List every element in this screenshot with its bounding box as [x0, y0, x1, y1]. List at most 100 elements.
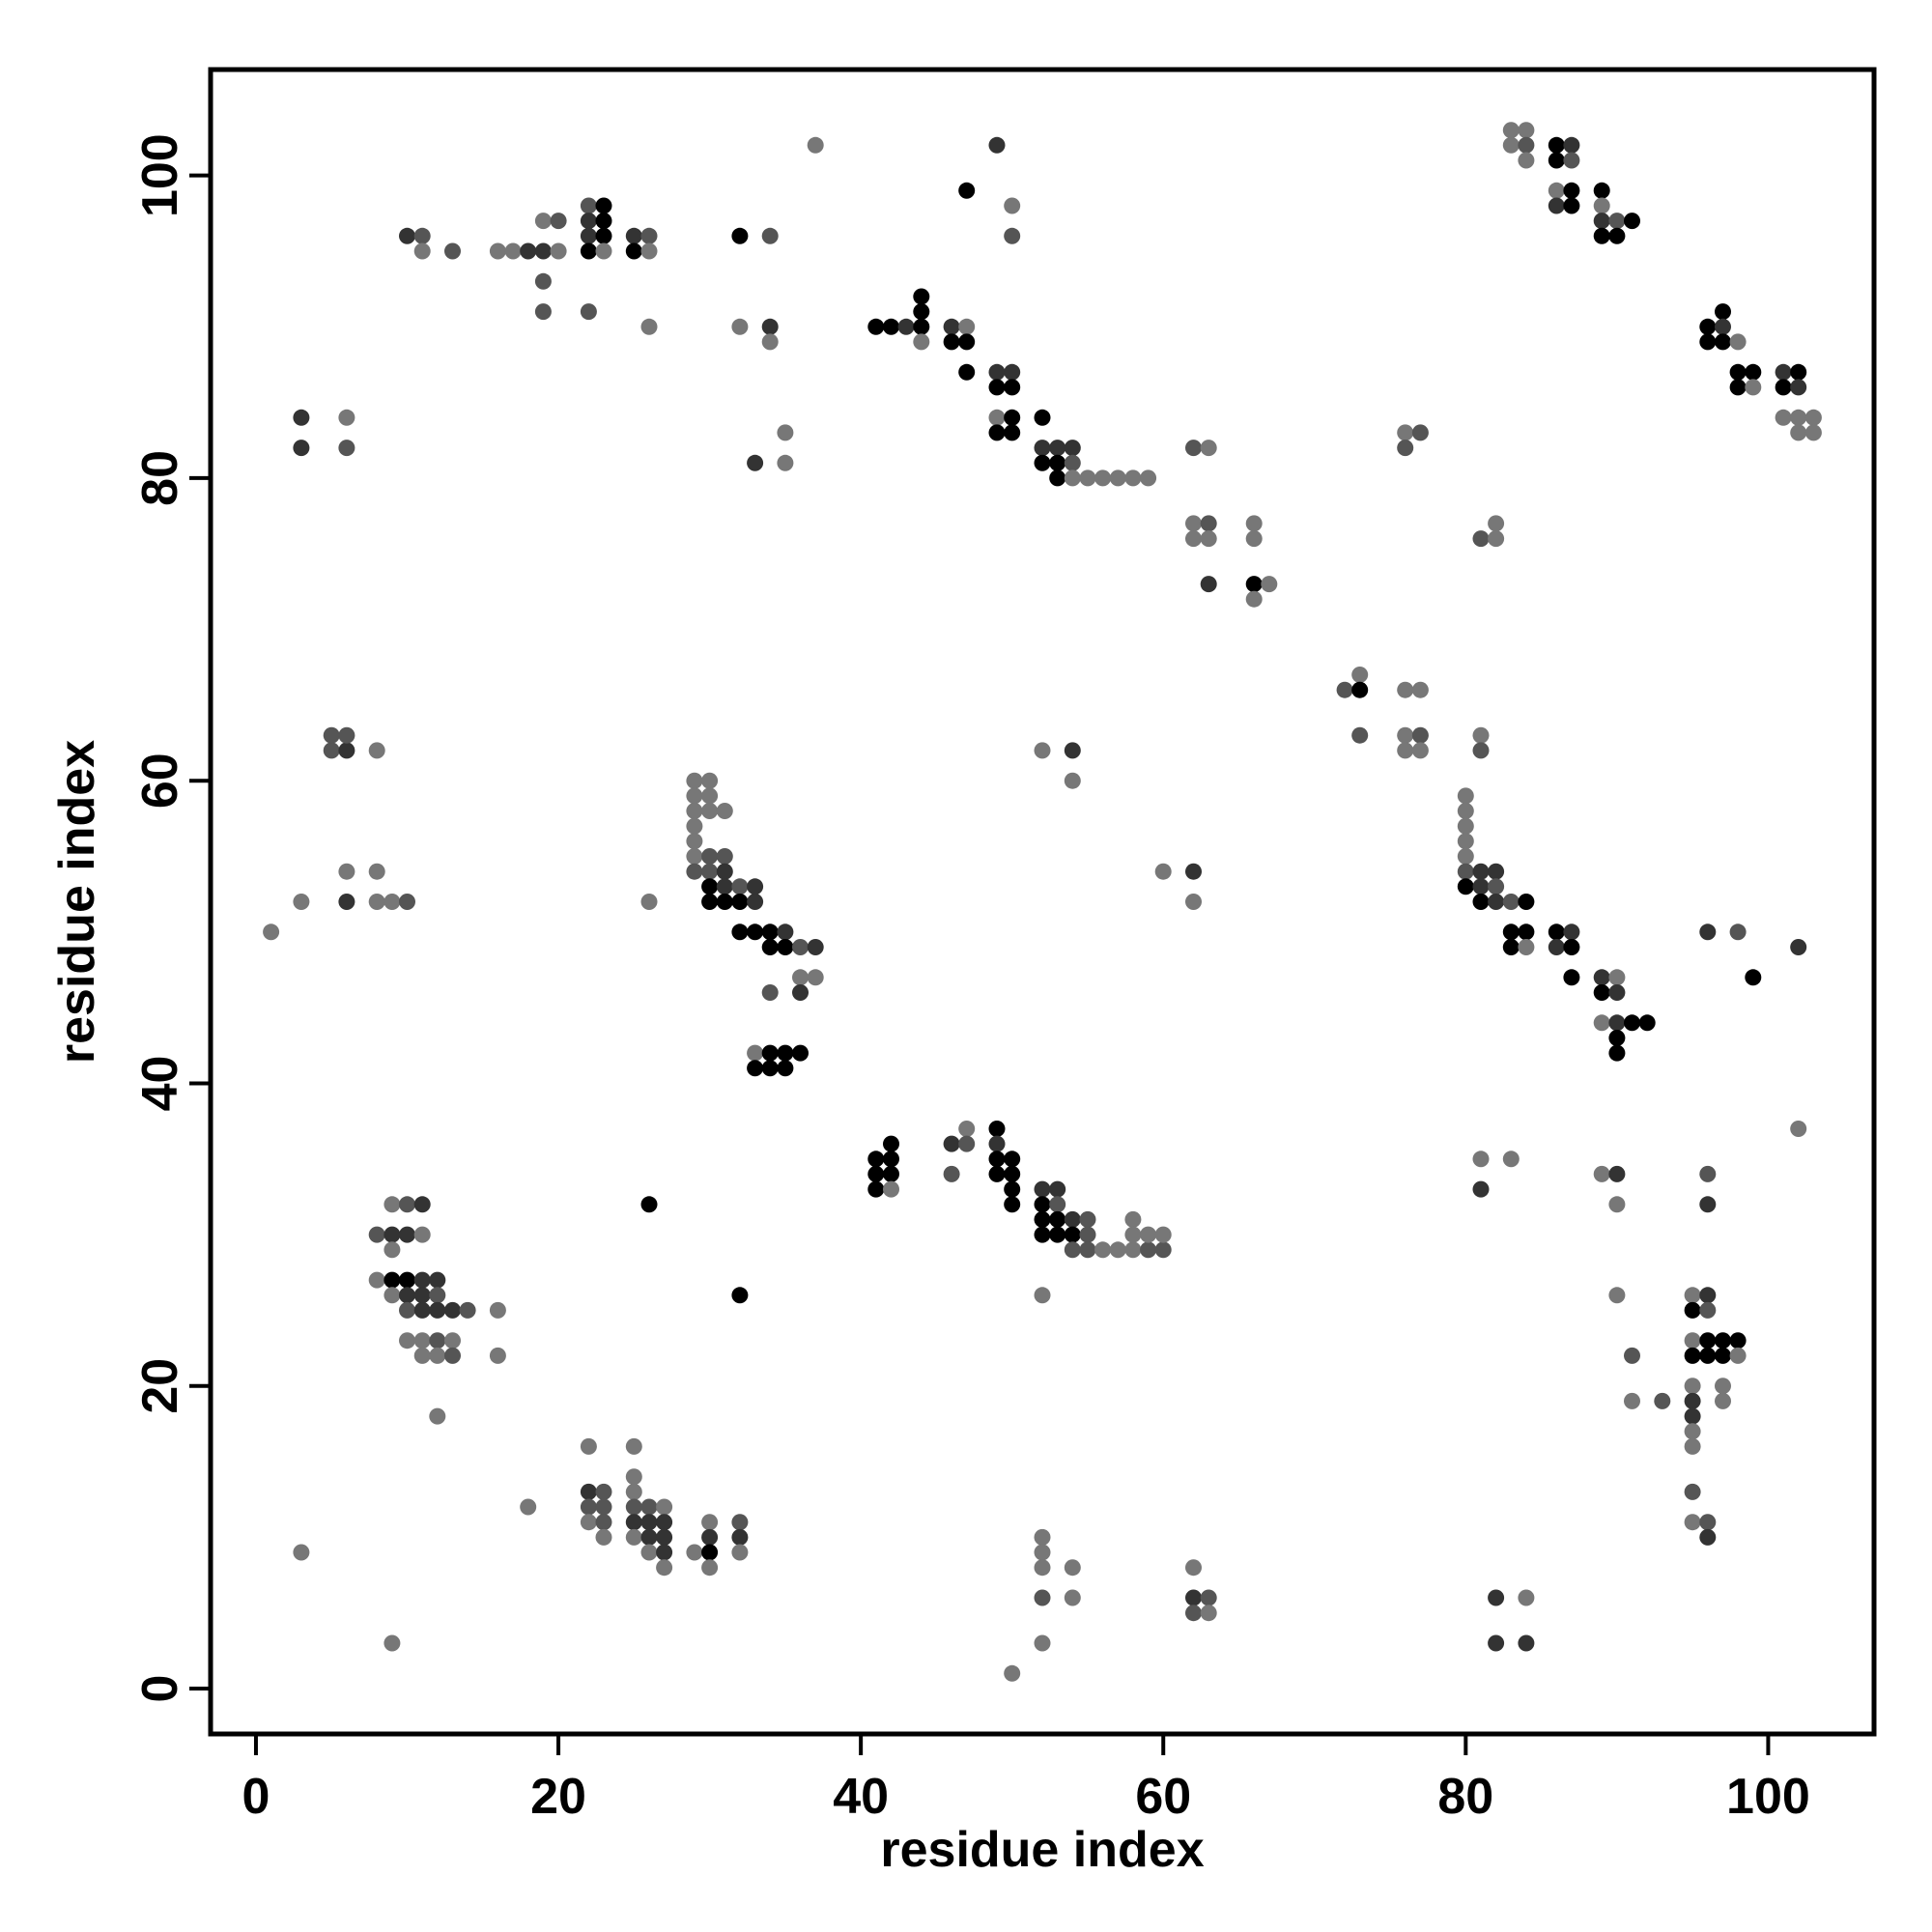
contact-point — [413, 1287, 431, 1304]
contact-point — [1593, 182, 1610, 199]
contact-point — [988, 363, 1006, 381]
contact-point — [1654, 1392, 1671, 1409]
contact-point — [1608, 1014, 1626, 1032]
contact-point — [1684, 1392, 1701, 1409]
contact-point — [1049, 454, 1066, 471]
contact-point — [1684, 1407, 1701, 1425]
contact-point — [1608, 969, 1626, 986]
contact-point — [1563, 182, 1580, 199]
contact-point — [413, 1226, 431, 1243]
contact-point — [1457, 878, 1474, 895]
contact-point — [368, 894, 385, 910]
plot-frame — [208, 67, 1877, 1737]
contact-point — [1563, 136, 1580, 154]
contact-point — [988, 1135, 1006, 1152]
contact-point — [595, 1483, 612, 1500]
contact-point — [686, 848, 703, 865]
contact-point — [338, 863, 355, 880]
contact-point — [1140, 469, 1157, 487]
contact-point — [1790, 379, 1807, 396]
contact-point — [1684, 1301, 1701, 1319]
contact-point — [1790, 939, 1807, 955]
contact-point — [1200, 1605, 1217, 1622]
contact-point — [1472, 878, 1490, 895]
contact-point — [1488, 515, 1505, 532]
contact-point — [1502, 1151, 1520, 1168]
contact-point — [625, 1528, 642, 1546]
contact-point — [1411, 726, 1429, 744]
x-axis-label: residue index — [880, 1822, 1204, 1878]
contact-point — [1351, 681, 1369, 698]
contact-point — [640, 1544, 658, 1561]
contact-point — [1624, 213, 1640, 230]
contact-point — [640, 242, 658, 260]
contact-point — [1548, 197, 1565, 214]
contact-point — [701, 772, 719, 789]
contact-point — [413, 1332, 431, 1350]
contact-point — [1140, 1226, 1157, 1243]
contact-point — [384, 1287, 401, 1304]
contact-point — [761, 1060, 779, 1077]
contact-point — [1004, 197, 1021, 214]
contact-point — [747, 923, 764, 941]
contact-point — [504, 242, 522, 260]
contact-point — [1699, 1332, 1717, 1350]
contact-point — [580, 197, 597, 214]
contact-point — [761, 939, 779, 955]
contact-point — [1064, 1241, 1081, 1259]
contact-point — [413, 1271, 431, 1289]
contact-point — [625, 1437, 642, 1455]
contact-point — [293, 894, 310, 910]
contact-point — [913, 288, 930, 305]
y-tick-label: 40 — [132, 1056, 188, 1112]
contact-point — [640, 227, 658, 244]
contact-point — [1745, 379, 1762, 396]
contact-point — [550, 242, 567, 260]
contact-point — [384, 1196, 401, 1213]
contact-point — [1034, 1589, 1051, 1606]
contact-point — [1457, 848, 1474, 865]
contact-point — [1745, 969, 1762, 986]
contact-point — [625, 242, 642, 260]
contact-point — [1684, 1483, 1701, 1500]
contact-point — [1034, 1544, 1051, 1561]
contact-point — [1064, 1559, 1081, 1577]
contact-point — [1548, 182, 1565, 199]
contact-point — [1079, 469, 1096, 487]
contact-point — [640, 1196, 658, 1213]
contact-point — [761, 1044, 779, 1062]
contact-point — [1049, 469, 1066, 487]
contact-point — [1185, 894, 1202, 910]
y-tick-label: 80 — [132, 450, 188, 506]
contact-point — [747, 454, 764, 471]
contact-point — [413, 1301, 431, 1319]
contact-point — [1608, 1044, 1626, 1062]
contact-point — [429, 1287, 446, 1304]
contact-point — [399, 1301, 415, 1319]
contact-point — [1245, 530, 1263, 548]
contact-point — [1608, 984, 1626, 1001]
contact-point — [534, 303, 552, 321]
contact-point — [413, 1347, 431, 1364]
contact-point — [1472, 726, 1490, 744]
contact-point — [399, 1271, 415, 1289]
contact-point — [913, 303, 930, 321]
x-axis: 0 20 40 60 80 100 — [242, 1734, 1810, 1825]
contact-point — [595, 1514, 612, 1531]
contact-point — [943, 1165, 960, 1182]
contact-point — [338, 440, 355, 457]
contact-point — [1397, 742, 1414, 759]
contact-point — [1563, 939, 1580, 955]
contact-point — [1140, 1241, 1157, 1259]
x-tick-label: 80 — [1437, 1769, 1493, 1825]
contact-point — [867, 1165, 885, 1182]
contact-point — [413, 227, 431, 244]
contact-point — [777, 424, 794, 441]
contact-point — [1548, 939, 1565, 955]
contact-point — [1699, 1347, 1717, 1364]
contact-point — [1004, 227, 1021, 244]
contact-point — [1064, 1226, 1081, 1243]
contact-point — [1488, 1634, 1505, 1652]
contact-point — [958, 333, 976, 351]
